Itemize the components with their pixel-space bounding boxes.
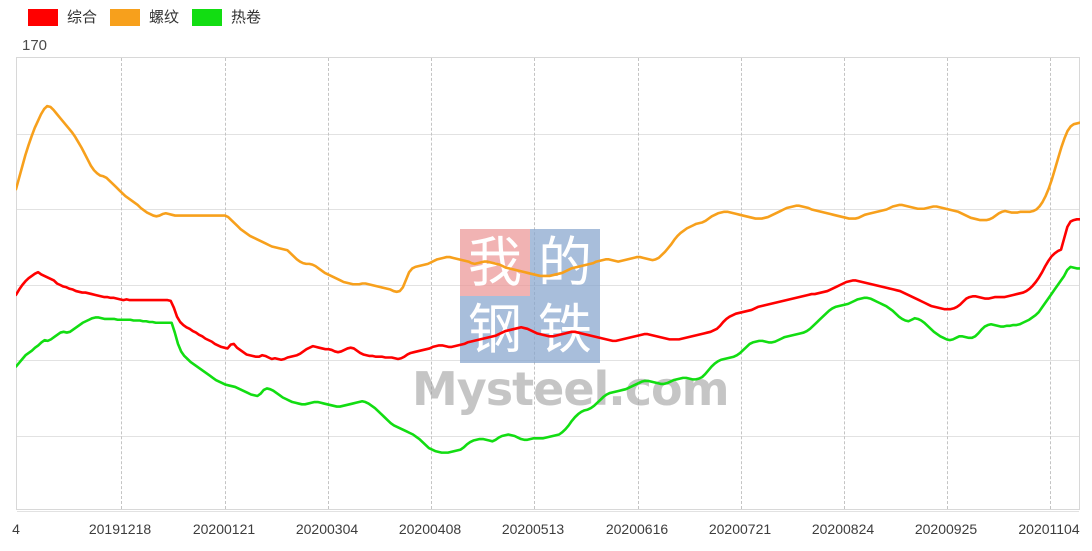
hgridline <box>17 133 1079 135</box>
x-tick-label: 20200408 <box>398 521 462 537</box>
vgridline <box>741 58 742 509</box>
watermark-char: 铁 <box>530 296 600 363</box>
y-tick-label: 170 <box>22 37 48 54</box>
legend-swatch-comprehensive <box>28 8 58 26</box>
x-tick-label: 20201104 <box>1018 521 1080 537</box>
hgridline <box>17 435 1079 437</box>
x-tick-label: 20191218 <box>88 521 152 537</box>
vgridline <box>121 58 122 509</box>
vgridline <box>638 58 639 509</box>
x-tick-label: 20200824 <box>811 521 875 537</box>
legend-label-rebar: 螺纹 <box>149 8 180 26</box>
vgridline <box>844 58 845 509</box>
watermark-char: 钢 <box>460 296 530 363</box>
x-tick-label: 20200925 <box>914 521 978 537</box>
legend-label-comprehensive: 综合 <box>67 8 98 26</box>
x-tick-label: 20200513 <box>501 521 565 537</box>
x-tick-label: 20200616 <box>605 521 669 537</box>
vgridline <box>431 58 432 509</box>
legend-swatch-rebar <box>110 8 140 26</box>
x-tick-label: 20200121 <box>192 521 256 537</box>
legend-label-hot_rolled: 热卷 <box>231 8 262 26</box>
vgridline <box>225 58 226 509</box>
watermark-char: 的 <box>530 229 600 296</box>
x-tick-label: 20200304 <box>295 521 359 537</box>
hgridline <box>17 511 1079 512</box>
x-tick-label: 4 <box>12 521 20 537</box>
vgridline <box>328 58 329 509</box>
x-tick-label: 20200721 <box>708 521 772 537</box>
legend-item-rebar[interactable]: 螺纹 <box>110 8 179 26</box>
hgridline <box>17 209 1079 210</box>
legend-item-comprehensive[interactable]: 综合 <box>28 8 97 26</box>
vgridline <box>947 58 948 509</box>
legend-item-hot_rolled[interactable]: 热卷 <box>192 8 261 26</box>
chart-legend: 综合 螺纹 热卷 <box>0 0 1092 32</box>
mysteel-watermark-logo: 我的钢铁 <box>460 229 600 363</box>
vgridline <box>1050 58 1051 509</box>
mysteel-watermark-text: Mysteel.com <box>412 362 730 416</box>
watermark-char: 我 <box>460 229 530 296</box>
legend-swatch-hot_rolled <box>192 8 222 26</box>
